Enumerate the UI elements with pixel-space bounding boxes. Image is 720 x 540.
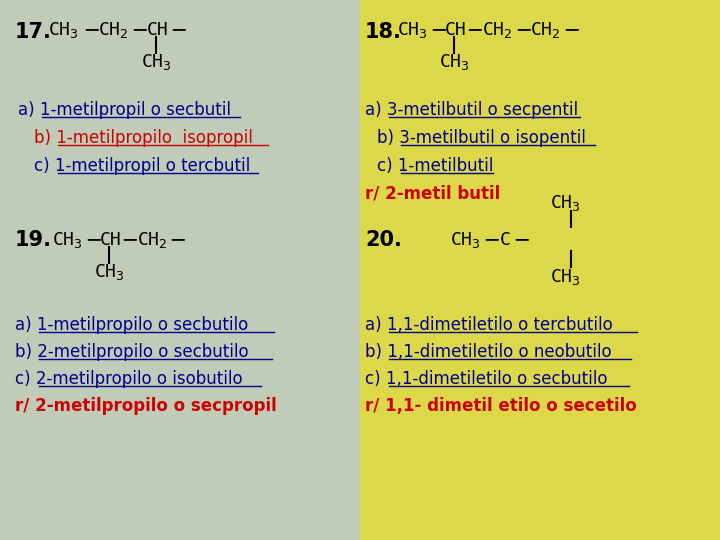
Text: c) 1-metilpropil o tercbutil: c) 1-metilpropil o tercbutil: [34, 157, 251, 175]
Text: 19.: 19.: [15, 230, 52, 250]
Text: C: C: [500, 231, 511, 249]
Text: CH$_3$: CH$_3$: [439, 52, 470, 72]
Text: ─: ─: [485, 230, 498, 250]
Text: ─: ─: [85, 20, 98, 40]
Text: r/ 2-metil butil: r/ 2-metil butil: [365, 185, 500, 203]
Text: CH: CH: [445, 21, 467, 39]
Text: ─: ─: [565, 20, 577, 40]
Text: CH$_3$: CH$_3$: [94, 262, 125, 282]
Text: ─: ─: [468, 20, 481, 40]
Bar: [0, 0, 360, 540]
Text: ─: ─: [133, 20, 145, 40]
Text: b) 1,1-dimetiletilo o neobutilo: b) 1,1-dimetiletilo o neobutilo: [365, 343, 611, 361]
Text: CH: CH: [100, 231, 122, 249]
Text: CH$_3$: CH$_3$: [550, 193, 581, 213]
Text: a) 3-metilbutil o secpentil: a) 3-metilbutil o secpentil: [365, 101, 578, 119]
Text: CH$_3$: CH$_3$: [450, 230, 481, 250]
Text: ─: ─: [432, 20, 445, 40]
Text: CH$_2$: CH$_2$: [530, 20, 561, 40]
Text: ─: ─: [87, 230, 99, 250]
Text: r/ 2-metilpropilo o secpropil: r/ 2-metilpropilo o secpropil: [15, 397, 276, 415]
Text: CH$_3$: CH$_3$: [550, 267, 581, 287]
Text: ─: ─: [123, 230, 135, 250]
Text: CH$_3$: CH$_3$: [48, 20, 78, 40]
Text: ─: ─: [172, 20, 184, 40]
Bar: [360, 0, 720, 540]
Text: a) 1-metilpropil o secbutil: a) 1-metilpropil o secbutil: [18, 101, 231, 119]
Text: ─: ─: [515, 230, 528, 250]
Text: CH$_2$: CH$_2$: [482, 20, 513, 40]
Text: CH: CH: [147, 21, 168, 39]
Text: a) 1,1-dimetiletilo o tercbutilo: a) 1,1-dimetiletilo o tercbutilo: [365, 316, 613, 334]
Text: CH$_3$: CH$_3$: [141, 52, 172, 72]
Text: CH$_2$: CH$_2$: [137, 230, 168, 250]
Text: ─: ─: [171, 230, 184, 250]
Text: 20.: 20.: [365, 230, 402, 250]
Text: 17.: 17.: [15, 22, 52, 42]
Text: CH$_2$: CH$_2$: [98, 20, 129, 40]
Text: b) 3-metilbutil o isopentil: b) 3-metilbutil o isopentil: [377, 129, 586, 147]
Text: b) 1-metilpropilo  isopropil: b) 1-metilpropilo isopropil: [34, 129, 253, 147]
Text: a) 1-metilpropilo o secbutilo: a) 1-metilpropilo o secbutilo: [15, 316, 248, 334]
Text: b) 2-metilpropilo o secbutilo: b) 2-metilpropilo o secbutilo: [15, 343, 248, 361]
Text: CH$_3$: CH$_3$: [52, 230, 83, 250]
Text: ─: ─: [517, 20, 530, 40]
Text: c) 2-metilpropilo o isobutilo: c) 2-metilpropilo o isobutilo: [15, 370, 243, 388]
Text: 18.: 18.: [365, 22, 402, 42]
Text: c) 1-metilbutil: c) 1-metilbutil: [377, 157, 493, 175]
Text: CH$_3$: CH$_3$: [397, 20, 428, 40]
Text: c) 1,1-dimetiletilo o secbutilo: c) 1,1-dimetiletilo o secbutilo: [365, 370, 608, 388]
Text: r/ 1,1- dimetil etilo o secetilo: r/ 1,1- dimetil etilo o secetilo: [365, 397, 636, 415]
